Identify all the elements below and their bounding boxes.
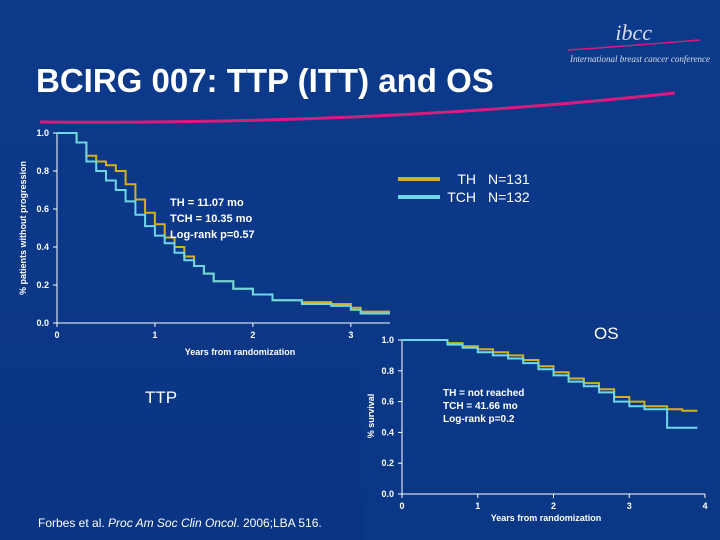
os-x-tick-label: 3	[627, 501, 632, 511]
legend-th-n: N=131	[488, 171, 530, 187]
os-y-tick-label: 0.2	[381, 458, 394, 468]
ttp-y-tick-label: 0.6	[36, 204, 49, 214]
os-series-tch-line	[402, 339, 698, 429]
ttp-y-tick-label: 0.2	[36, 280, 49, 290]
ttp-y-tick-label: 0.8	[36, 166, 49, 176]
logo-tagline: International breast cancer conference	[569, 54, 710, 64]
os-x-axis-label: Years from randomization	[491, 513, 602, 523]
ttp-annotation-pvalue: Log-rank p=0.57	[170, 229, 255, 241]
ttp-y-tick-label: 0.4	[36, 242, 49, 252]
ttp-x-tick-label: 1	[152, 330, 157, 340]
logo: ibcc International breast cancer confere…	[540, 8, 710, 68]
os-panel-label: OS	[594, 324, 619, 343]
ttp-x-tick-label: 3	[348, 330, 353, 340]
os-y-tick-label: 1.0	[381, 335, 394, 345]
legend-tch-name: TCH	[447, 189, 476, 205]
os-x-tick-label: 4	[702, 501, 707, 511]
citation-suffix: . 2006;LBA 516.	[236, 516, 322, 530]
citation-footer: Forbes et al. Proc Am Soc Clin Oncol. 20…	[38, 516, 322, 530]
os-x-tick-label: 2	[551, 501, 556, 511]
os-chart: 0.0 0.2 0.4 0.6 0.8 1.0 0 1 2 3 4 Years from rando…	[364, 324, 720, 540]
ttp-panel-label: TTP	[145, 388, 178, 407]
citation-prefix: Forbes et al.	[38, 516, 109, 530]
os-plot-background	[364, 324, 720, 540]
ttp-y-tick-label: 0.0	[36, 318, 49, 328]
os-y-tick-label: 0.6	[381, 397, 394, 407]
ttp-y-tick-label: 1.0	[36, 128, 49, 138]
legend: TH N=131 TCH N=132	[398, 171, 530, 205]
os-y-tick-label: 0.0	[381, 489, 394, 499]
ttp-x-tick-label: 2	[250, 330, 255, 340]
title-swoosh	[39, 91, 676, 124]
slide-title: BCIRG 007: TTP (ITT) and OS	[36, 62, 494, 99]
ttp-series-tch-line	[57, 132, 390, 315]
ttp-y-axis-label: % patients without progression	[18, 161, 28, 295]
ttp-x-tick-label: 0	[54, 330, 59, 340]
os-y-tick-label: 0.4	[381, 427, 394, 437]
ttp-annotation-th: TH = 11.07 mo	[170, 197, 244, 209]
os-x-tick-label: 0	[399, 501, 404, 511]
ttp-annotation-tch: TCH = 10.35 mo	[170, 213, 253, 225]
ttp-x-axis-label: Years from randomization	[185, 347, 296, 357]
legend-tch-n: N=132	[488, 189, 530, 205]
os-y-tick-label: 0.8	[381, 366, 394, 376]
ttp-chart: 0.0 0.2 0.4 0.6 0.8 1.0 0 1 2 3 Years from random…	[18, 128, 390, 357]
logo-mark: ibcc	[615, 20, 652, 45]
os-x-tick-label: 1	[475, 501, 480, 511]
os-annotation-tch: TCH = 41.66 mo	[443, 401, 518, 412]
os-annotation-pvalue: Log-rank p=0.2	[443, 414, 515, 425]
os-y-axis-label: % survival	[366, 394, 376, 439]
logo-swoosh	[567, 39, 701, 51]
legend-th-name: TH	[457, 171, 476, 187]
citation-journal: Proc Am Soc Clin Oncol	[108, 516, 237, 530]
os-annotation-th: TH = not reached	[443, 388, 524, 399]
